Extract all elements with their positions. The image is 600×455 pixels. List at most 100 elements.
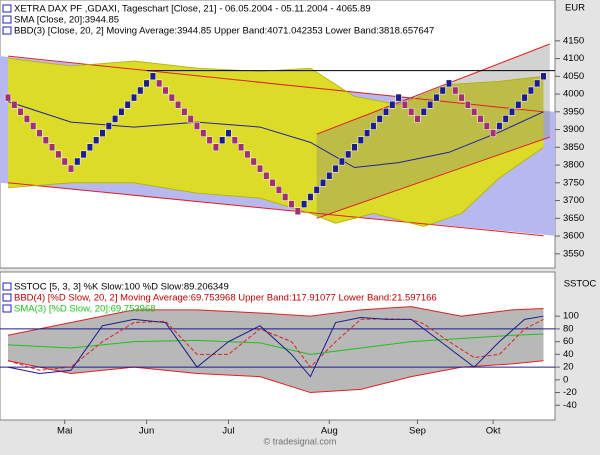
renko-brick bbox=[11, 100, 18, 109]
renko-brick bbox=[433, 93, 440, 102]
renko-brick bbox=[301, 200, 308, 208]
legend-text: SMA [Close, 20]:3944.85 bbox=[14, 15, 119, 26]
renko-brick bbox=[181, 108, 188, 116]
channel-area bbox=[316, 44, 550, 219]
renko-brick bbox=[17, 108, 24, 116]
renko-brick bbox=[55, 150, 62, 159]
band-line bbox=[7, 146, 544, 227]
renko-brick bbox=[200, 129, 207, 137]
renko-brick bbox=[99, 129, 106, 137]
renko-brick bbox=[238, 143, 245, 152]
renko-brick bbox=[23, 115, 30, 123]
renko-brick bbox=[149, 72, 156, 81]
renko-brick bbox=[156, 79, 163, 88]
renko-brick bbox=[376, 115, 383, 123]
legend-icon bbox=[2, 282, 12, 291]
y-tick-label: 3850 bbox=[563, 142, 584, 153]
y-tick-label: 4050 bbox=[563, 71, 584, 82]
renko-brick bbox=[175, 100, 182, 109]
band-line bbox=[7, 57, 544, 106]
y-tick-label: 3700 bbox=[563, 195, 584, 206]
renko-brick bbox=[275, 186, 282, 194]
renko-brick bbox=[477, 115, 484, 123]
y-tick-label: 40 bbox=[563, 349, 574, 360]
renko-brick bbox=[61, 157, 68, 166]
renko-brick bbox=[414, 115, 421, 123]
renko-brick bbox=[395, 93, 402, 102]
renko-brick bbox=[527, 86, 534, 95]
renko-brick bbox=[256, 164, 264, 173]
renko-brick bbox=[250, 157, 257, 166]
renko-brick bbox=[515, 100, 522, 109]
y-tick-label: 0 bbox=[563, 374, 568, 385]
stoch-line bbox=[7, 315, 544, 378]
renko-brick bbox=[521, 93, 528, 102]
renko-brick bbox=[187, 115, 194, 123]
renko-brick bbox=[162, 86, 169, 95]
renko-brick bbox=[490, 129, 497, 137]
renko-brick bbox=[231, 136, 238, 145]
renko-brick bbox=[4, 93, 12, 102]
legend-icon bbox=[2, 293, 12, 302]
renko-brick bbox=[74, 157, 81, 166]
renko-brick bbox=[193, 122, 201, 130]
y-tick-label: 4100 bbox=[563, 53, 584, 64]
channel-line bbox=[316, 136, 550, 219]
renko-brick bbox=[401, 100, 408, 109]
renko-brick bbox=[471, 108, 478, 116]
renko-brick bbox=[67, 164, 75, 173]
band-line bbox=[7, 306, 544, 336]
legend-icon bbox=[2, 4, 12, 13]
legend-text: BBD(3) [Close, 20, 2] Moving Average:394… bbox=[14, 26, 434, 37]
renko-brick bbox=[118, 108, 125, 116]
y-tick-label: 3800 bbox=[563, 160, 584, 171]
renko-brick bbox=[540, 72, 547, 81]
renko-brick bbox=[502, 115, 509, 123]
bollinger-band bbox=[8, 58, 544, 227]
layers: 3550 3600 3650 3700 3750 3800 3850 3900 3950 4000… bbox=[0, 4, 584, 437]
legend-text: XETRA DAX PF ,GDAXI, Tageschart [Close, … bbox=[14, 4, 371, 15]
stoch-line bbox=[7, 318, 544, 371]
legend-icon bbox=[2, 26, 12, 35]
y-tick-label: 3600 bbox=[563, 231, 584, 242]
legend-text: BBD(4) [%D Slow, 20, 2] Moving Average:6… bbox=[14, 293, 437, 304]
band-line bbox=[7, 360, 544, 394]
renko-brick bbox=[130, 93, 138, 102]
y-tick-label: 3550 bbox=[563, 248, 584, 259]
stoch-axis-label: SSTOC bbox=[564, 279, 597, 290]
y-tick-label: 100 bbox=[563, 311, 579, 322]
renko-brick bbox=[496, 122, 503, 130]
channel-line bbox=[7, 55, 544, 113]
x-tick-label: Jul bbox=[222, 426, 234, 437]
y-tick-label: 20 bbox=[563, 362, 574, 373]
y-tick-label: 3650 bbox=[563, 213, 584, 224]
renko-brick bbox=[357, 136, 364, 145]
renko-brick bbox=[458, 93, 465, 102]
y-tick-label: 80 bbox=[563, 323, 574, 334]
x-tick-label: Mai bbox=[57, 426, 72, 437]
legend-icon bbox=[2, 15, 12, 24]
x-tick-label: Jun bbox=[139, 426, 154, 437]
unit-label: EUR bbox=[565, 3, 585, 14]
channel-line bbox=[7, 182, 544, 237]
renko-brick bbox=[93, 136, 100, 145]
renko-brick bbox=[370, 122, 377, 130]
y-tick-label: 60 bbox=[563, 336, 574, 347]
y-tick-label: 3750 bbox=[563, 177, 584, 188]
legend-icon bbox=[2, 304, 12, 313]
y-tick-label: 4000 bbox=[563, 89, 584, 100]
renko-brick bbox=[225, 129, 232, 137]
renko-brick bbox=[36, 129, 43, 137]
renko-brick bbox=[137, 86, 144, 95]
channel-line bbox=[316, 43, 550, 135]
x-tick-label: Okt bbox=[486, 426, 501, 437]
renko-brick bbox=[282, 193, 289, 201]
renko-brick bbox=[124, 100, 131, 109]
renko-brick bbox=[439, 86, 446, 95]
stoch-line bbox=[7, 333, 544, 355]
sma-line bbox=[7, 101, 544, 169]
renko-brick bbox=[345, 150, 352, 159]
x-tick-label: Aug bbox=[321, 426, 338, 437]
renko-brick bbox=[294, 207, 301, 216]
